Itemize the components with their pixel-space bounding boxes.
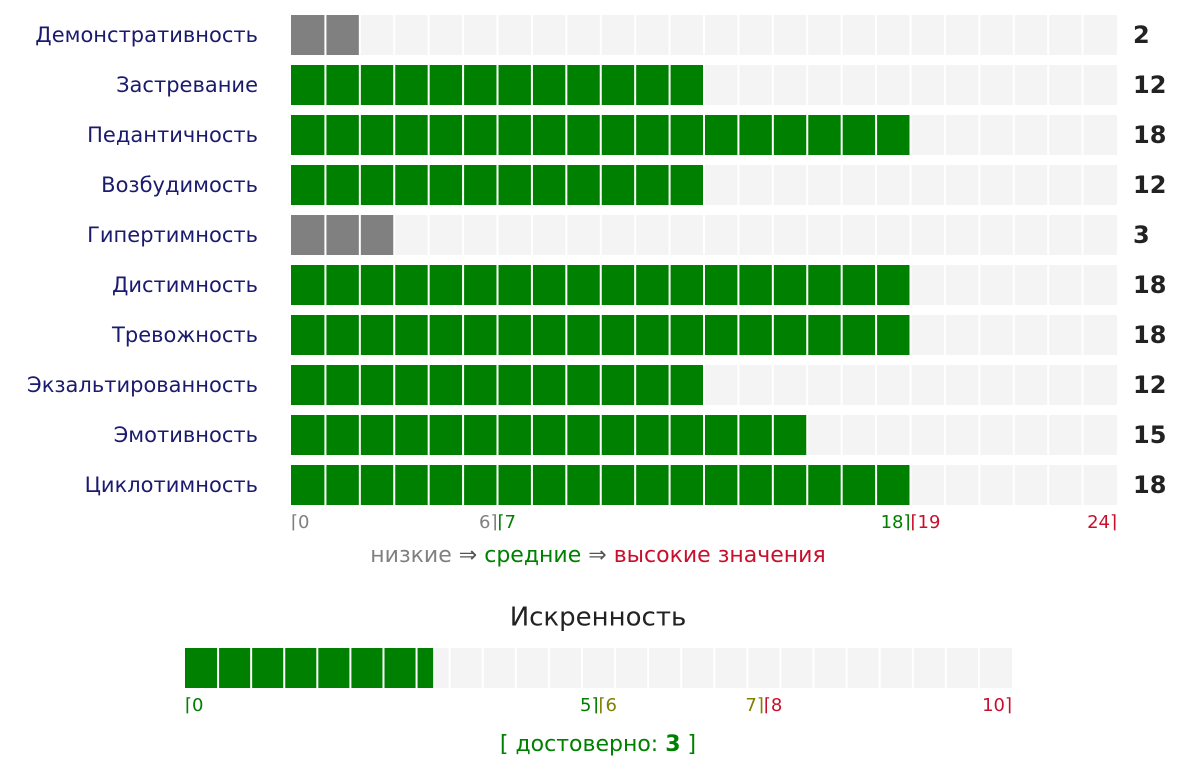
category-label: Циклотимность (85, 473, 258, 497)
value-label: 15 (1133, 421, 1166, 449)
section-title: Искренность (510, 603, 687, 633)
value-label: 3 (1133, 221, 1150, 249)
value-label: 18 (1133, 321, 1166, 349)
verdict: [ достоверно: 3] (500, 732, 696, 757)
category-label: Педантичность (87, 123, 258, 147)
legend-item: ⇒ (459, 543, 477, 568)
category-label: Эмотивность (114, 423, 258, 447)
category-label: Застревание (116, 73, 258, 97)
legend: низкие ⇒ средние ⇒ высокие значения (370, 543, 825, 568)
value-label: 12 (1133, 371, 1166, 399)
value-label: 12 (1133, 71, 1166, 99)
value-label: 12 (1133, 171, 1166, 199)
zone-to-label: 10⌉ (982, 695, 1012, 716)
bar (291, 415, 808, 455)
value-label: 18 (1133, 471, 1166, 499)
verdict-suffix: ] (688, 732, 697, 757)
value-label: 2 (1133, 21, 1150, 49)
zone-to-label: 5⌉ (580, 695, 598, 716)
zone-from-label: ⌈7 (498, 512, 516, 533)
legend-item: низкие (370, 543, 452, 568)
category-label: Дистимность (112, 273, 258, 297)
zone-from-label: ⌈6 (599, 695, 617, 716)
category-label: Экзальтированность (27, 373, 258, 397)
category-label: Тревожность (111, 323, 258, 347)
zone-from-label: ⌈8 (764, 695, 782, 716)
zone-from-label: ⌈0 (185, 695, 203, 716)
verdict-value: 3 (665, 732, 680, 757)
legend-item: высокие значения (614, 543, 826, 568)
value-label: 18 (1133, 121, 1166, 149)
category-label: Гипертимность (87, 223, 258, 247)
value-label: 18 (1133, 271, 1166, 299)
category-label: Возбудимость (101, 173, 258, 197)
verdict-prefix: [ достоверно: (500, 732, 658, 757)
legend-item: средние (484, 543, 581, 568)
zone-to-label: 6⌉ (479, 512, 497, 533)
zone-from-label: ⌈0 (291, 512, 309, 533)
legend-item: ⇒ (588, 543, 606, 568)
bar (185, 648, 434, 688)
zone-to-label: 7⌉ (745, 695, 763, 716)
zone-to-label: 24⌉ (1087, 512, 1117, 533)
zone-to-label: 18⌉ (881, 512, 911, 533)
category-label: Демонстративность (35, 23, 258, 47)
zone-from-label: ⌈19 (911, 512, 941, 533)
bar (291, 215, 395, 255)
